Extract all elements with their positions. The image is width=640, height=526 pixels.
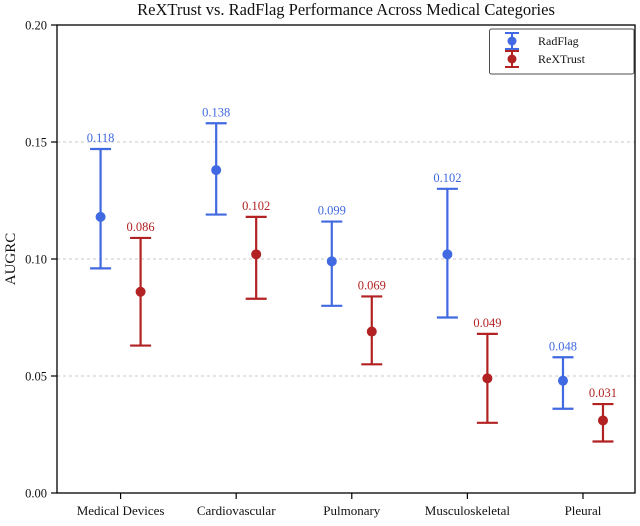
value-label-rextrust-medical-devices: 0.086 [127,220,155,234]
y-axis-label: AUGRC [3,233,19,286]
y-tick-label-0.05: 0.05 [25,369,47,383]
legend-entry-rextrust: ReXTrust [505,50,586,68]
series-layer: 0.118 0.138 0.099 0.102 0.048 0.086 0.102 0.069… [87,105,617,443]
x-tick-label-pulmonary: Pulmonary [323,503,381,518]
x-tick-label-pleural: Pleural [565,503,602,518]
legend-entry-radflag: RadFlag [505,32,579,50]
y-tick-label-0.00: 0.00 [25,486,47,500]
value-label-radflag-medical-devices: 0.118 [87,131,115,145]
series-rextrust: 0.086 0.102 0.069 0.049 0.031 [127,199,617,443]
point-rextrust-pulmonary [366,326,377,337]
legend-marker-radflag [507,36,517,46]
axes-layer: 0.00 0.05 0.10 0.15 0.20 Medical Devices Cardi… [25,18,636,518]
point-rextrust-pleural [597,415,608,426]
legend-marker-rextrust [507,54,517,64]
value-label-rextrust-pleural: 0.031 [589,386,617,400]
legend: RadFlag ReXTrust [489,28,635,75]
point-radflag-medical-devices [95,211,106,222]
grid-layer [57,141,635,377]
value-label-radflag-pulmonary: 0.099 [318,204,346,218]
series-radflag: 0.118 0.138 0.099 0.102 0.048 [87,105,577,410]
point-radflag-pulmonary [326,256,337,267]
legend-label-radflag: RadFlag [538,34,579,48]
legend-frame [489,28,635,75]
point-radflag-cardiovascular [211,165,222,176]
point-rextrust-cardiovascular [251,249,262,260]
value-label-radflag-musculoskeletal: 0.102 [433,171,461,185]
legend-layer: RadFlag ReXTrust [489,28,635,75]
value-label-radflag-pleural: 0.048 [549,339,577,353]
value-label-rextrust-pulmonary: 0.069 [358,278,386,292]
y-tick-label-0.15: 0.15 [25,135,47,149]
point-radflag-pleural [557,375,568,386]
point-rextrust-musculoskeletal [482,373,493,384]
legend-label-rextrust: ReXTrust [538,52,586,66]
chart-title: ReXTrust vs. RadFlag Performance Across … [137,0,555,19]
point-radflag-musculoskeletal [442,249,453,260]
y-tick-label-0.20: 0.20 [25,18,47,32]
x-tick-label-medical-devices: Medical Devices [77,503,165,518]
value-label-rextrust-musculoskeletal: 0.049 [473,316,501,330]
x-tick-label-musculoskeletal: Musculoskeletal [425,503,511,518]
y-tick-label-0.10: 0.10 [25,252,47,266]
point-rextrust-medical-devices [135,286,146,297]
value-label-rextrust-cardiovascular: 0.102 [242,199,270,213]
x-tick-label-cardiovascular: Cardiovascular [197,503,276,518]
value-label-radflag-cardiovascular: 0.138 [202,105,230,119]
